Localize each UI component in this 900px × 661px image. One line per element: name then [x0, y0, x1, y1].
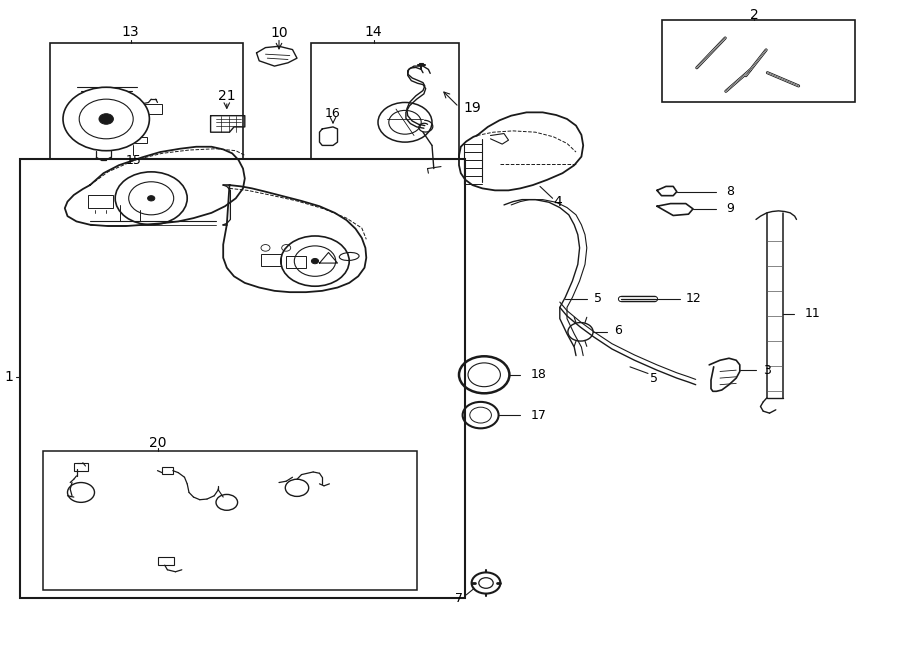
- Text: 3: 3: [763, 364, 771, 377]
- Text: 15: 15: [125, 154, 141, 167]
- Text: 12: 12: [686, 292, 702, 305]
- Text: 16: 16: [325, 107, 341, 120]
- Bar: [135, 137, 147, 143]
- Text: 9: 9: [726, 202, 734, 215]
- Bar: [50, 43, 243, 175]
- Circle shape: [99, 114, 113, 124]
- Text: 5: 5: [650, 371, 658, 385]
- Text: 20: 20: [148, 436, 166, 450]
- Text: 13: 13: [122, 24, 140, 39]
- Text: 14: 14: [364, 24, 382, 39]
- Bar: [286, 256, 306, 268]
- Text: 6: 6: [614, 324, 622, 337]
- Text: 21: 21: [218, 89, 236, 103]
- Circle shape: [63, 87, 149, 151]
- Text: 11: 11: [805, 307, 821, 321]
- Circle shape: [479, 578, 493, 588]
- Text: 19: 19: [464, 100, 482, 115]
- Text: 10: 10: [270, 26, 288, 40]
- Bar: [88, 195, 113, 208]
- Text: 7: 7: [455, 592, 464, 605]
- Text: 1: 1: [4, 369, 13, 384]
- Bar: [662, 20, 855, 102]
- Bar: [144, 104, 162, 114]
- Bar: [158, 557, 174, 565]
- Text: 4: 4: [554, 194, 562, 209]
- Bar: [43, 451, 417, 590]
- Bar: [261, 254, 281, 266]
- Bar: [74, 463, 88, 471]
- Circle shape: [311, 258, 319, 264]
- Text: 8: 8: [726, 185, 734, 198]
- Circle shape: [148, 196, 155, 201]
- Bar: [310, 43, 459, 175]
- Bar: [162, 467, 173, 474]
- Bar: [20, 159, 465, 598]
- Text: 17: 17: [531, 408, 547, 422]
- Text: 5: 5: [594, 292, 602, 305]
- Text: 18: 18: [531, 368, 547, 381]
- Text: 2: 2: [750, 7, 759, 22]
